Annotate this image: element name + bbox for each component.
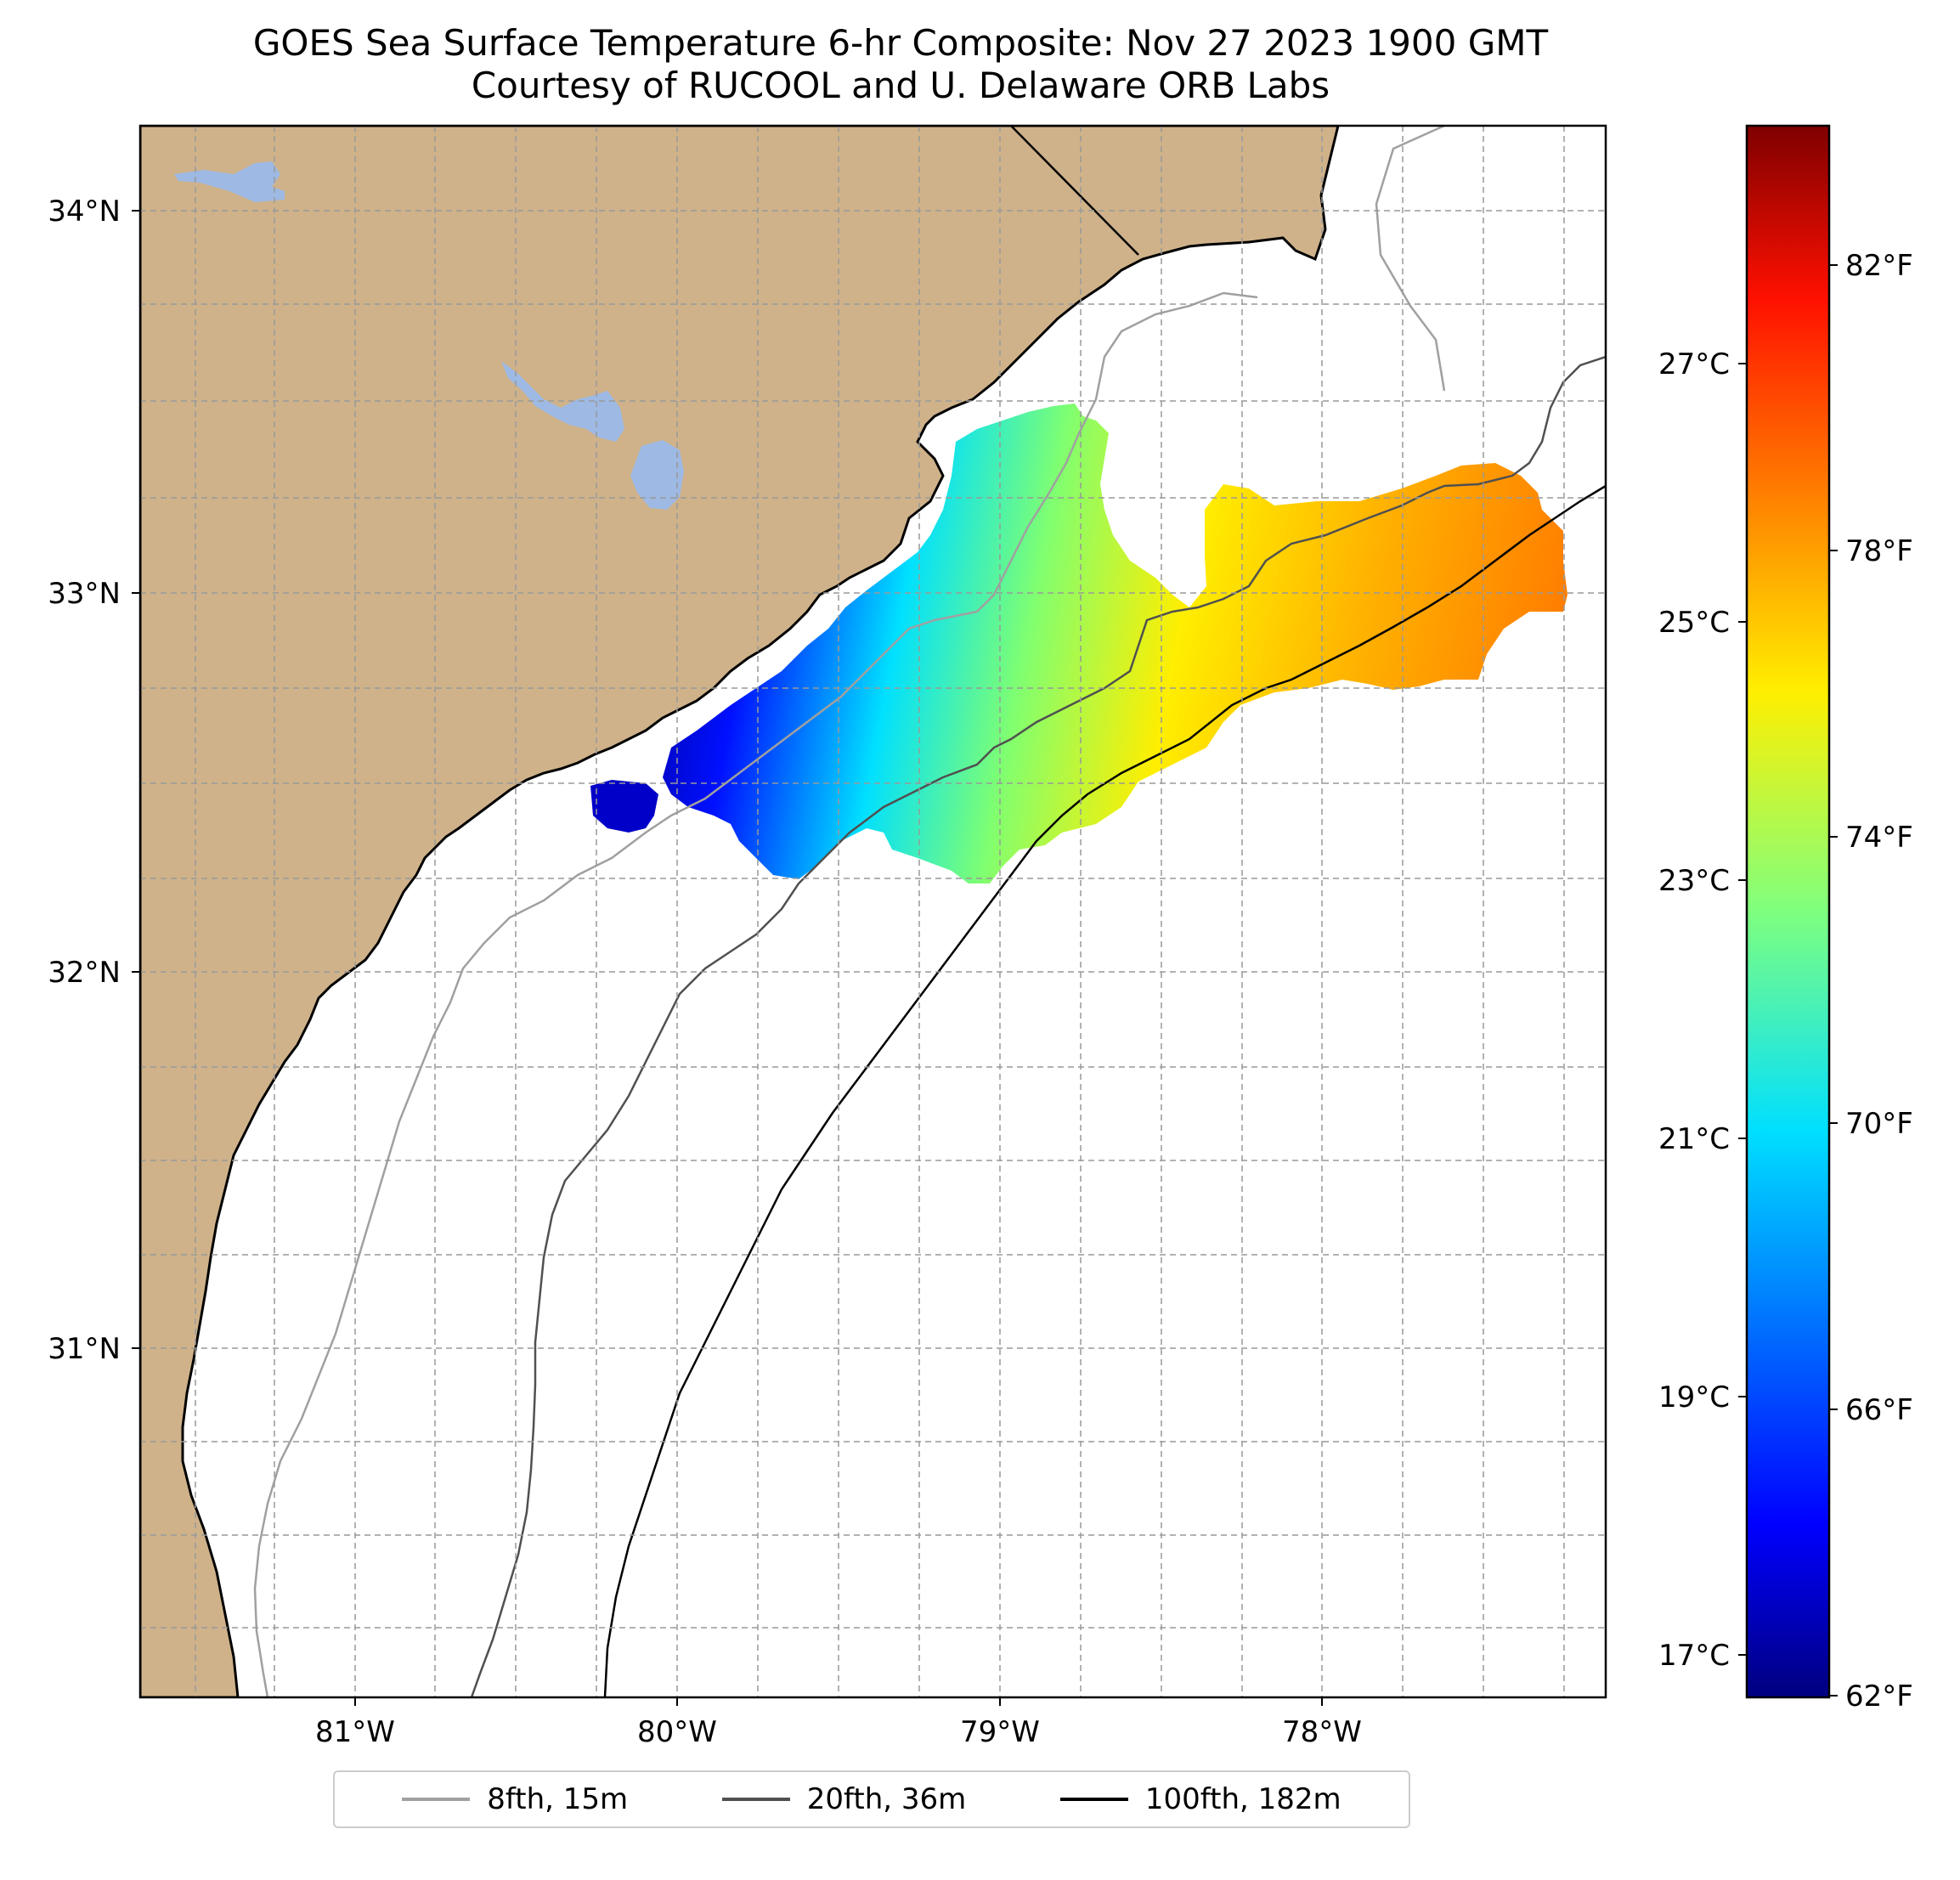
colorbar-c-17: 17°C — [1658, 1639, 1730, 1673]
legend: 8fth, 15m 20fth, 36m 100fth, 182m — [333, 1770, 1410, 1828]
colorbar-f-62: 62°F — [1845, 1680, 1913, 1713]
legend-item-15m: 8fth, 15m — [402, 1782, 628, 1816]
legend-item-36m: 20fth, 36m — [721, 1782, 967, 1816]
lon-label-78: 78°W — [1282, 1715, 1362, 1749]
axis-ticks — [132, 210, 1323, 1706]
map-frame — [138, 124, 1607, 1699]
map-title: GOES Sea Surface Temperature 6-hr Compos… — [252, 22, 1549, 64]
colorbar-f-74: 74°F — [1845, 821, 1913, 855]
lake-marion — [501, 361, 624, 442]
lat-label-33: 33°N — [48, 577, 121, 611]
lon-label-79: 79°W — [960, 1715, 1040, 1749]
lake-north — [174, 161, 285, 202]
lon-label-81: 81°W — [315, 1715, 395, 1749]
colorbar-f-70: 70°F — [1845, 1107, 1913, 1141]
state-border — [1010, 126, 1139, 256]
colorbar-c-27: 27°C — [1658, 347, 1730, 381]
colorbar-ticks — [1738, 264, 1838, 1697]
lat-label-34: 34°N — [48, 195, 121, 229]
legend-item-182m: 100fth, 182m — [1059, 1782, 1341, 1816]
colorbar-c-21: 21°C — [1658, 1122, 1730, 1156]
sst-field — [663, 404, 1567, 884]
colorbar-c-25: 25°C — [1658, 606, 1730, 640]
colorbar-c-19: 19°C — [1658, 1380, 1730, 1414]
colorbar-c-23: 23°C — [1658, 864, 1730, 898]
colorbar — [1745, 124, 1831, 1699]
colorbar-f-66: 66°F — [1845, 1393, 1913, 1427]
lat-label-32: 32°N — [48, 956, 121, 990]
colorbar-f-82: 82°F — [1845, 249, 1913, 283]
sst-patch-small — [590, 780, 658, 833]
land-mainland — [140, 126, 1340, 1697]
legend-line-36m-icon — [721, 1798, 790, 1801]
legend-label-182m: 100fth, 182m — [1144, 1782, 1341, 1816]
legend-label-15m: 8fth, 15m — [487, 1782, 629, 1816]
gridlines — [140, 126, 1606, 1697]
lon-label-80: 80°W — [637, 1715, 717, 1749]
legend-line-182m-icon — [1059, 1798, 1128, 1801]
lat-label-31: 31°N — [48, 1332, 121, 1366]
legend-label-36m: 20fth, 36m — [806, 1782, 967, 1816]
map-subtitle: Courtesy of RUCOOL and U. Delaware ORB L… — [471, 65, 1330, 106]
contour-15m — [253, 126, 1446, 1697]
legend-line-15m-icon — [402, 1798, 471, 1801]
contour-36m — [470, 355, 1606, 1697]
lake-moultrie — [630, 440, 684, 510]
contour-182m — [603, 484, 1606, 1697]
colorbar-f-78: 78°F — [1845, 534, 1913, 568]
